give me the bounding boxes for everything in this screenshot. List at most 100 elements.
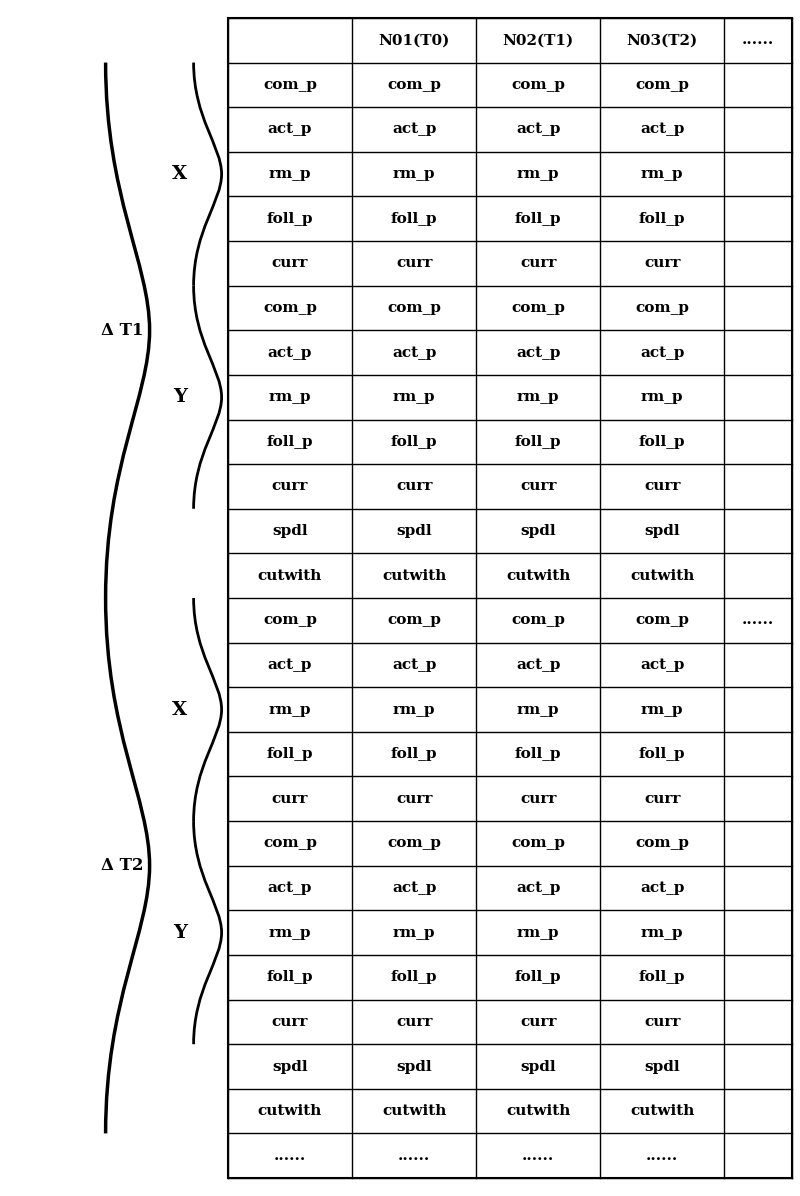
Text: com_p: com_p bbox=[263, 836, 317, 850]
Text: rm_p: rm_p bbox=[517, 167, 559, 181]
Text: curr: curr bbox=[644, 256, 681, 270]
Text: foll_p: foll_p bbox=[639, 435, 686, 448]
Text: rm_p: rm_p bbox=[641, 926, 683, 940]
Text: com_p: com_p bbox=[511, 78, 565, 92]
Text: cutwith: cutwith bbox=[630, 568, 694, 582]
Text: foll_p: foll_p bbox=[266, 748, 314, 761]
Text: foll_p: foll_p bbox=[266, 970, 314, 984]
Text: foll_p: foll_p bbox=[391, 748, 438, 761]
Text: act_p: act_p bbox=[392, 658, 436, 672]
Text: act_p: act_p bbox=[516, 122, 560, 136]
Text: foll_p: foll_p bbox=[515, 435, 562, 448]
Text: foll_p: foll_p bbox=[639, 212, 686, 226]
Text: spdl: spdl bbox=[645, 1060, 680, 1074]
Text: curr: curr bbox=[272, 480, 308, 494]
Text: rm_p: rm_p bbox=[641, 390, 683, 404]
Text: ......: ...... bbox=[522, 1148, 554, 1163]
Text: cutwith: cutwith bbox=[506, 1104, 570, 1118]
Text: curr: curr bbox=[396, 480, 432, 494]
Text: X: X bbox=[172, 701, 187, 719]
Text: com_p: com_p bbox=[635, 78, 690, 92]
Text: act_p: act_p bbox=[640, 346, 685, 360]
Text: rm_p: rm_p bbox=[269, 926, 311, 940]
Text: act_p: act_p bbox=[640, 881, 685, 895]
Text: act_p: act_p bbox=[392, 122, 436, 136]
Text: rm_p: rm_p bbox=[517, 390, 559, 404]
Text: curr: curr bbox=[272, 1015, 308, 1029]
Text: curr: curr bbox=[396, 256, 432, 270]
Text: rm_p: rm_p bbox=[393, 390, 435, 404]
Text: spdl: spdl bbox=[272, 524, 308, 538]
Text: rm_p: rm_p bbox=[393, 926, 435, 940]
Text: rm_p: rm_p bbox=[641, 702, 683, 716]
Text: spdl: spdl bbox=[520, 1060, 556, 1074]
Text: curr: curr bbox=[396, 792, 432, 806]
Text: Y: Y bbox=[173, 389, 187, 407]
Text: rm_p: rm_p bbox=[517, 702, 559, 716]
Text: foll_p: foll_p bbox=[515, 970, 562, 984]
Text: act_p: act_p bbox=[268, 346, 312, 360]
Text: foll_p: foll_p bbox=[266, 212, 314, 226]
Text: rm_p: rm_p bbox=[393, 167, 435, 181]
Text: com_p: com_p bbox=[635, 836, 690, 850]
Text: com_p: com_p bbox=[387, 614, 441, 628]
Text: ......: ...... bbox=[742, 33, 774, 48]
Text: rm_p: rm_p bbox=[269, 167, 311, 181]
Text: Δ T1: Δ T1 bbox=[101, 322, 143, 338]
Text: com_p: com_p bbox=[511, 836, 565, 850]
Text: com_p: com_p bbox=[635, 614, 690, 628]
Text: curr: curr bbox=[396, 1015, 432, 1029]
Text: act_p: act_p bbox=[392, 346, 436, 360]
Text: curr: curr bbox=[644, 480, 681, 494]
Text: spdl: spdl bbox=[645, 524, 680, 538]
Text: curr: curr bbox=[520, 792, 556, 806]
Text: N03(T2): N03(T2) bbox=[626, 33, 698, 48]
Text: cutwith: cutwith bbox=[382, 1104, 446, 1118]
Text: act_p: act_p bbox=[516, 346, 560, 360]
Text: act_p: act_p bbox=[516, 658, 560, 672]
Text: cutwith: cutwith bbox=[382, 568, 446, 582]
Text: curr: curr bbox=[520, 480, 556, 494]
Text: X: X bbox=[172, 165, 187, 183]
Text: foll_p: foll_p bbox=[266, 435, 314, 448]
Text: ......: ...... bbox=[742, 614, 774, 628]
Text: Δ T2: Δ T2 bbox=[101, 858, 143, 874]
Text: foll_p: foll_p bbox=[391, 435, 438, 448]
Text: com_p: com_p bbox=[387, 78, 441, 92]
Bar bbox=[228, 18, 792, 1178]
Text: N01(T0): N01(T0) bbox=[378, 33, 450, 48]
Text: com_p: com_p bbox=[387, 301, 441, 315]
Text: act_p: act_p bbox=[516, 881, 560, 895]
Text: rm_p: rm_p bbox=[517, 926, 559, 940]
Text: curr: curr bbox=[520, 1015, 556, 1029]
Text: foll_p: foll_p bbox=[639, 970, 686, 984]
Text: act_p: act_p bbox=[268, 122, 312, 136]
Text: cutwith: cutwith bbox=[258, 568, 322, 582]
Text: act_p: act_p bbox=[268, 658, 312, 672]
Text: rm_p: rm_p bbox=[269, 390, 311, 404]
Text: spdl: spdl bbox=[396, 524, 432, 538]
Text: spdl: spdl bbox=[396, 1060, 432, 1074]
Text: foll_p: foll_p bbox=[515, 748, 562, 761]
Text: act_p: act_p bbox=[640, 122, 685, 136]
Text: ......: ...... bbox=[398, 1148, 430, 1163]
Text: act_p: act_p bbox=[268, 881, 312, 895]
Text: com_p: com_p bbox=[387, 836, 441, 850]
Text: curr: curr bbox=[272, 792, 308, 806]
Text: rm_p: rm_p bbox=[393, 702, 435, 716]
Text: curr: curr bbox=[520, 256, 556, 270]
Text: curr: curr bbox=[272, 256, 308, 270]
Text: com_p: com_p bbox=[263, 614, 317, 628]
Text: com_p: com_p bbox=[511, 301, 565, 315]
Text: cutwith: cutwith bbox=[630, 1104, 694, 1118]
Text: com_p: com_p bbox=[511, 614, 565, 628]
Text: curr: curr bbox=[644, 1015, 681, 1029]
Text: com_p: com_p bbox=[635, 301, 690, 315]
Text: ......: ...... bbox=[274, 1148, 306, 1163]
Text: com_p: com_p bbox=[263, 78, 317, 92]
Text: foll_p: foll_p bbox=[639, 748, 686, 761]
Text: spdl: spdl bbox=[272, 1060, 308, 1074]
Text: foll_p: foll_p bbox=[391, 970, 438, 984]
Text: rm_p: rm_p bbox=[269, 702, 311, 716]
Text: foll_p: foll_p bbox=[515, 212, 562, 226]
